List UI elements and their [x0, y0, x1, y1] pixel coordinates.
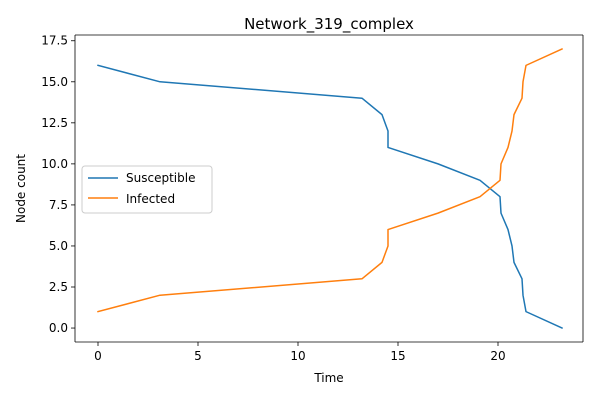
y-tick-label: 7.5	[49, 198, 68, 212]
x-tick-label: 15	[390, 349, 405, 363]
series-layer	[97, 47, 563, 330]
y-tick-label: 2.5	[49, 280, 68, 294]
series-line-infected	[97, 47, 563, 313]
x-tick-label: 5	[194, 349, 202, 363]
legend-label-susceptible: Susceptible	[126, 171, 195, 185]
x-tick-label: 0	[94, 349, 102, 363]
legend-label-infected: Infected	[126, 192, 175, 206]
y-tick-label: 10.0	[41, 157, 68, 171]
x-ticks: 0 5 10 15 20	[94, 342, 506, 363]
y-ticks: 0.0 2.5 5.0 7.5 10.0 12.5 15.0 17.5	[41, 34, 75, 335]
y-axis-label: Node count	[14, 154, 28, 223]
y-tick-label: 17.5	[41, 34, 68, 48]
x-tick-label: 20	[490, 349, 505, 363]
series-line-susceptible	[97, 64, 563, 330]
y-tick-label: 15.0	[41, 75, 68, 89]
chart-title: Network_319_complex	[244, 15, 414, 34]
x-axis-label: Time	[313, 371, 343, 385]
legend: Susceptible Infected	[81, 165, 213, 214]
y-tick-label: 0.0	[49, 321, 68, 335]
y-tick-label: 12.5	[41, 116, 68, 130]
x-tick-label: 10	[290, 349, 305, 363]
y-tick-label: 5.0	[49, 239, 68, 253]
